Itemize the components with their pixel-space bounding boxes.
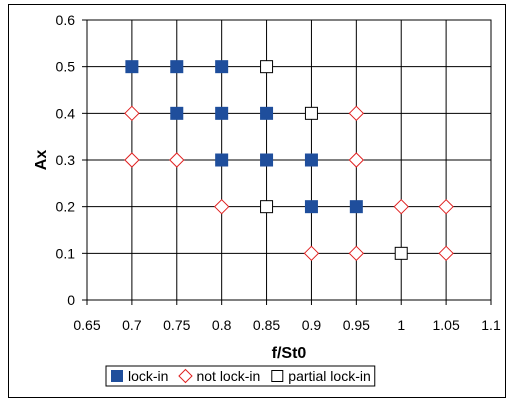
y-tick-label: 0: [67, 292, 75, 308]
y-axis-title: Ax: [33, 150, 50, 171]
y-tick-labels: 0 0.1 0.2 0.3 0.4 0.5 0.6: [56, 12, 76, 308]
y-tick-label: 0.4: [56, 105, 76, 121]
point-lock-in: [170, 60, 184, 74]
point-lock-in: [170, 106, 184, 120]
data-points: [124, 60, 454, 262]
legend-label-partial-lock-in: partial lock-in: [288, 368, 370, 384]
x-tick-label: 0.7: [122, 317, 142, 333]
point-not-lock-in: [348, 245, 365, 262]
legend-label-lock-in: lock-in: [128, 368, 168, 384]
point-not-lock-in: [124, 105, 140, 122]
point-lock-in: [304, 200, 318, 214]
legend: lock-in not lock-in partial lock-in: [105, 365, 376, 387]
point-lock-in: [260, 153, 274, 167]
x-tick-label: 1.1: [481, 317, 501, 333]
point-not-lock-in: [124, 152, 140, 168]
point-partial-lock-in: [260, 200, 274, 214]
y-tick-label: 0.2: [56, 199, 76, 215]
grid-lines: [86, 19, 492, 301]
y-tick-label: 0.3: [56, 152, 76, 168]
point-lock-in: [215, 153, 229, 167]
point-lock-in: [215, 60, 229, 74]
point-lock-in: [125, 60, 139, 74]
x-axis-title: f/St0: [272, 345, 307, 362]
y-tick-label: 0.1: [56, 245, 76, 261]
point-lock-in: [215, 106, 229, 120]
legend-marker-lock-in: [111, 370, 123, 382]
point-not-lock-in: [393, 198, 409, 215]
point-not-lock-in: [303, 245, 320, 262]
x-tick-label: 1.05: [432, 317, 459, 333]
point-lock-in: [304, 153, 318, 167]
x-tick-label: 0.8: [212, 317, 232, 333]
point-not-lock-in: [348, 152, 365, 168]
point-lock-in: [260, 106, 274, 120]
legend-box: [105, 365, 376, 387]
point-not-lock-in: [169, 152, 185, 168]
x-tick-label: 1: [397, 317, 405, 333]
point-partial-lock-in: [304, 106, 318, 120]
point-not-lock-in: [438, 245, 454, 262]
x-tick-labels: 0.65 0.7 0.75 0.8 0.85 0.9 0.95 1 1.05 1.1: [73, 317, 501, 333]
x-tick-label: 0.75: [163, 317, 190, 333]
y-tick-label: 0.6: [56, 12, 76, 28]
point-not-lock-in: [438, 198, 454, 215]
point-not-lock-in: [213, 198, 230, 215]
chart-frame: [8, 4, 506, 398]
x-tick-label: 0.9: [302, 317, 322, 333]
point-not-lock-in: [348, 105, 365, 122]
legend-marker-partial-lock-in: [271, 370, 284, 382]
y-tick-label: 0.5: [56, 59, 76, 75]
x-tick-label: 0.85: [253, 317, 280, 333]
legend-label-not-lock-in: not lock-in: [196, 368, 260, 384]
point-partial-lock-in: [394, 246, 408, 260]
point-partial-lock-in: [260, 60, 274, 74]
point-lock-in: [349, 200, 363, 214]
x-tick-label: 0.65: [73, 317, 100, 333]
legend-marker-not-lock-in: [178, 368, 193, 384]
axis-ticks: [82, 19, 492, 305]
x-tick-label: 0.95: [343, 317, 370, 333]
